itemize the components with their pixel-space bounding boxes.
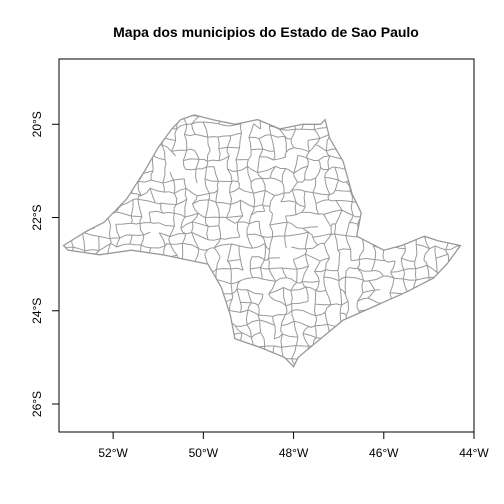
plot-frame xyxy=(58,58,475,433)
y-tick-label: 24°S xyxy=(30,298,44,324)
y-tick-label: 20°S xyxy=(30,111,44,137)
y-tick-label: 22°S xyxy=(30,204,44,230)
y-tick-label: 26°S xyxy=(30,391,44,417)
municipality-lines xyxy=(63,114,461,367)
state-outline xyxy=(62,114,462,368)
x-tick-label: 46°W xyxy=(369,446,399,460)
x-tick-label: 50°W xyxy=(189,446,219,460)
chart-title: Mapa dos municipios do Estado de Sao Pau… xyxy=(113,24,419,40)
x-tick-label: 48°W xyxy=(279,446,309,460)
y-axis: 20°S 22°S 24°S 26°S xyxy=(30,111,59,417)
map-layer xyxy=(62,114,462,368)
x-tick-label: 52°W xyxy=(98,446,128,460)
x-tick-label: 44°W xyxy=(459,446,489,460)
municipality-boundaries xyxy=(63,114,461,367)
x-axis: 52°W 50°W 48°W 46°W 44°W xyxy=(98,432,489,460)
